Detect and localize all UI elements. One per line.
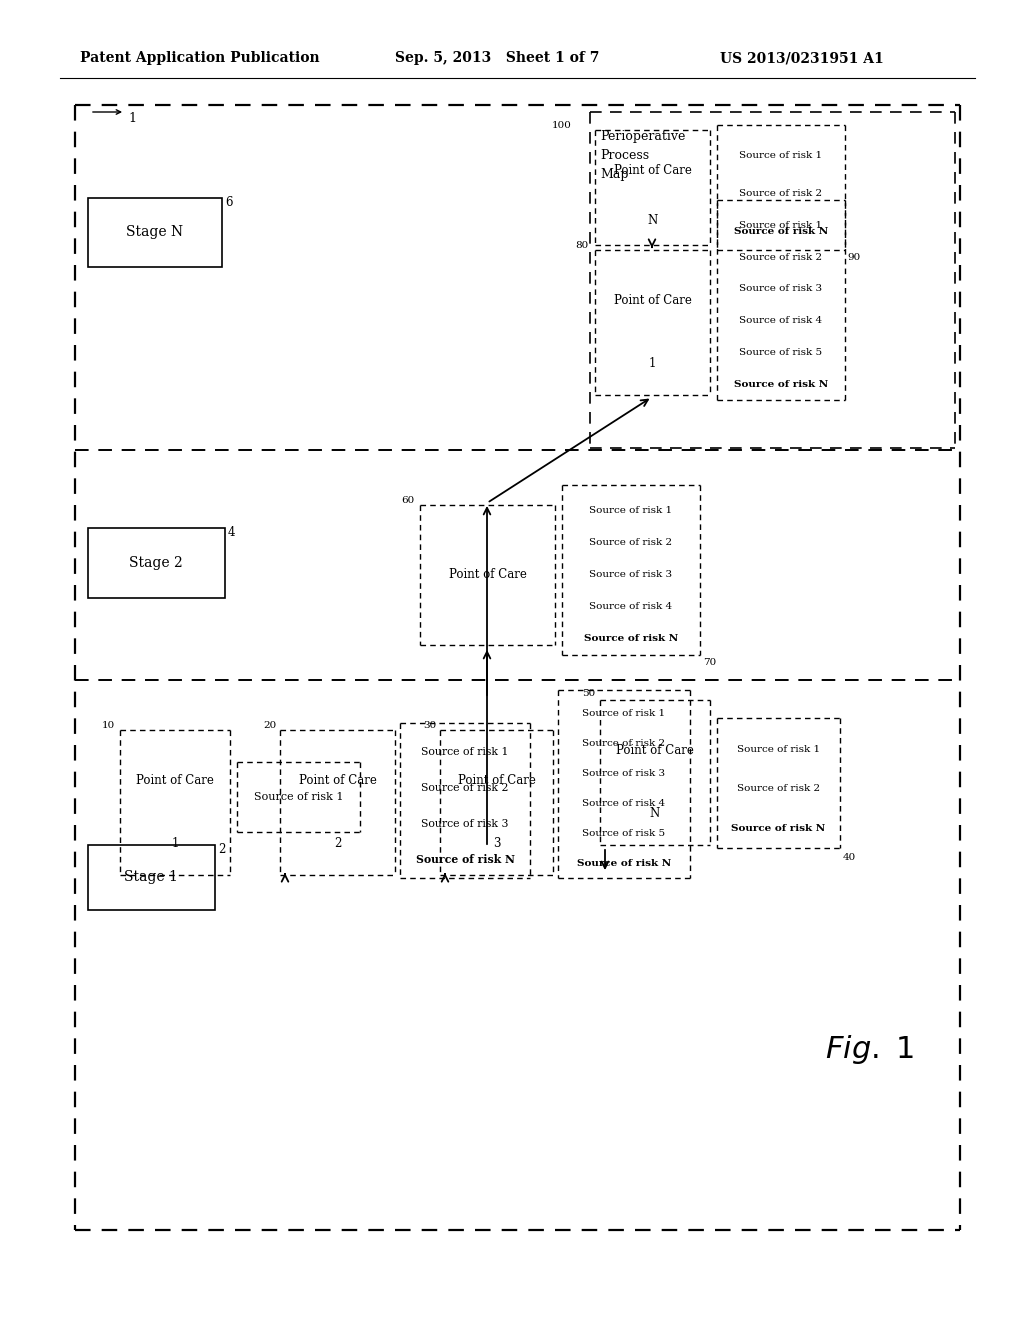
Text: Source of risk N: Source of risk N <box>584 635 678 643</box>
Text: Source of risk 2: Source of risk 2 <box>737 784 820 793</box>
Text: Source of risk 3: Source of risk 3 <box>583 770 666 777</box>
Text: US 2013/0231951 A1: US 2013/0231951 A1 <box>720 51 884 65</box>
Text: 30: 30 <box>424 721 437 730</box>
Text: Point of Care: Point of Care <box>449 569 526 582</box>
Text: Source of risk 1: Source of risk 1 <box>583 709 666 718</box>
Bar <box>88 528 225 598</box>
Text: Source of risk 5: Source of risk 5 <box>583 829 666 838</box>
Text: 40: 40 <box>843 853 856 862</box>
Text: Source of risk 2: Source of risk 2 <box>590 539 673 548</box>
Text: 70: 70 <box>703 657 716 667</box>
Text: Patent Application Publication: Patent Application Publication <box>80 51 319 65</box>
Bar <box>88 845 215 909</box>
Text: Source of risk N: Source of risk N <box>734 227 828 235</box>
Bar <box>88 198 222 267</box>
Text: Point of Care: Point of Care <box>458 774 536 787</box>
Text: 2: 2 <box>218 843 225 855</box>
Text: 3: 3 <box>493 837 501 850</box>
Text: 10: 10 <box>101 721 115 730</box>
Text: 50: 50 <box>582 689 595 698</box>
Text: Source of risk 2: Source of risk 2 <box>739 189 822 198</box>
Text: Source of risk 1: Source of risk 1 <box>421 747 509 756</box>
Text: Stage 1: Stage 1 <box>124 870 178 884</box>
Text: 60: 60 <box>401 496 415 506</box>
Text: 4: 4 <box>228 525 236 539</box>
Text: Source of risk 1: Source of risk 1 <box>737 744 820 754</box>
Text: Source of risk 5: Source of risk 5 <box>739 348 822 356</box>
Text: Source of risk 4: Source of risk 4 <box>583 799 666 808</box>
Text: N: N <box>647 214 657 227</box>
Text: Source of risk 1: Source of risk 1 <box>590 506 673 515</box>
Text: 90: 90 <box>847 253 860 261</box>
Text: Stage 2: Stage 2 <box>129 556 183 570</box>
Text: Source of risk 1: Source of risk 1 <box>254 792 343 803</box>
Text: Source of risk 3: Source of risk 3 <box>590 570 673 579</box>
Text: 1: 1 <box>649 356 656 370</box>
Text: Point of Care: Point of Care <box>299 774 377 787</box>
Text: 2: 2 <box>334 837 341 850</box>
Text: Source of risk N: Source of risk N <box>416 854 514 866</box>
Text: Source of risk 2: Source of risk 2 <box>421 783 509 793</box>
Text: Source of risk N: Source of risk N <box>577 858 671 867</box>
Text: Point of Care: Point of Care <box>613 294 691 308</box>
Text: Point of Care: Point of Care <box>613 164 691 177</box>
Text: Source of risk N: Source of risk N <box>731 824 825 833</box>
Text: Source of risk 1: Source of risk 1 <box>739 220 822 230</box>
Text: 100: 100 <box>552 121 572 129</box>
Text: Source of risk N: Source of risk N <box>734 380 828 388</box>
Text: Source of risk 1: Source of risk 1 <box>739 150 822 160</box>
Text: Source of risk 4: Source of risk 4 <box>739 315 822 325</box>
Text: 6: 6 <box>225 195 232 209</box>
Text: Source of risk 4: Source of risk 4 <box>590 602 673 611</box>
Text: Stage N: Stage N <box>126 224 183 239</box>
Text: 1: 1 <box>128 112 136 125</box>
Text: Source of risk 2: Source of risk 2 <box>583 739 666 748</box>
Text: Perioperative
Process
Map: Perioperative Process Map <box>600 129 685 181</box>
Text: Source of risk 2: Source of risk 2 <box>739 252 822 261</box>
Text: Point of Care: Point of Care <box>136 774 214 787</box>
Text: 20: 20 <box>264 721 278 730</box>
Text: Point of Care: Point of Care <box>616 744 694 756</box>
Text: 80: 80 <box>574 242 588 249</box>
Text: Source of risk 3: Source of risk 3 <box>421 818 509 829</box>
Text: N: N <box>650 807 660 820</box>
Text: Source of risk 3: Source of risk 3 <box>739 284 822 293</box>
Text: Sep. 5, 2013   Sheet 1 of 7: Sep. 5, 2013 Sheet 1 of 7 <box>395 51 599 65</box>
Text: 1: 1 <box>171 837 178 850</box>
Text: $\mathit{Fig.\ 1}$: $\mathit{Fig.\ 1}$ <box>825 1034 914 1067</box>
